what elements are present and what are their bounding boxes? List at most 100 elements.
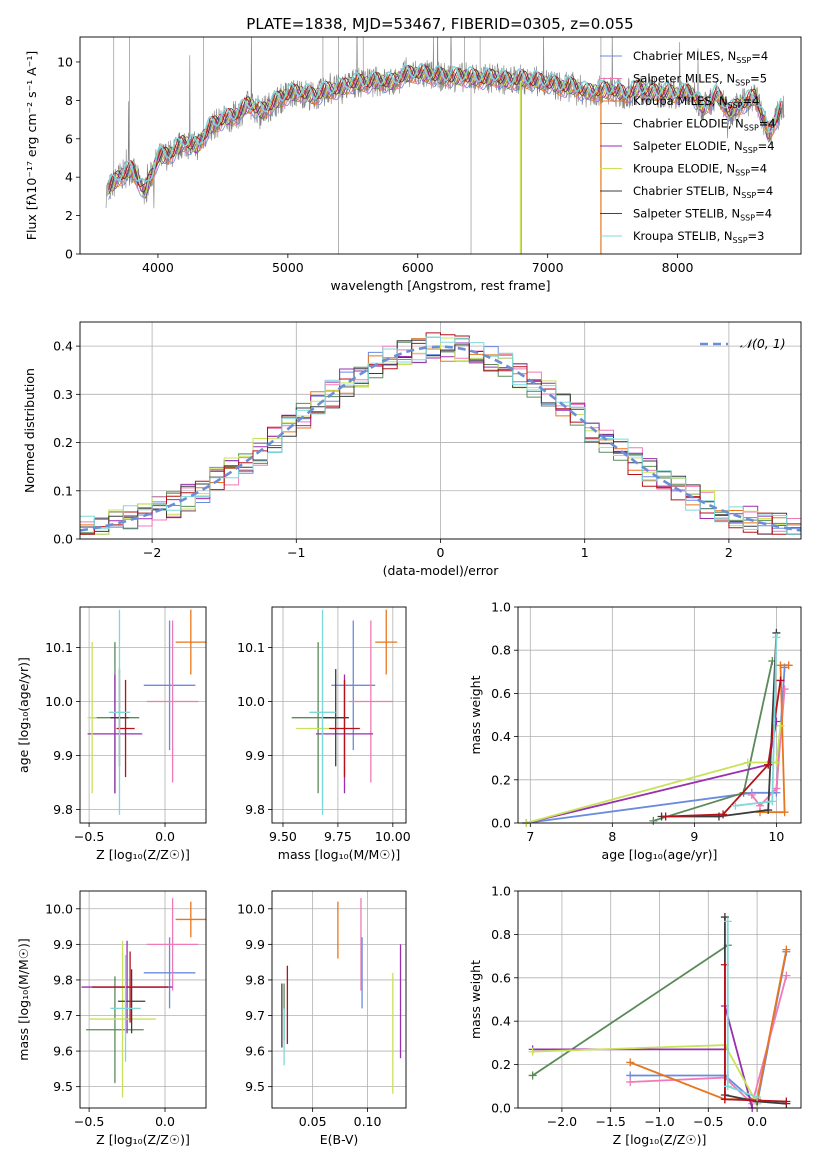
x-tick-label: −1.5 xyxy=(596,1114,626,1129)
y-tick-label: 2 xyxy=(65,208,73,223)
x-axis-label: age [log₁₀(age/yr)] xyxy=(602,847,718,862)
panel-residuals: −2 −1 0 1 2 0.0 0.1 0.2 0.3 0.4 (data-model)/error… xyxy=(22,321,802,578)
x-tick-label: 7 xyxy=(526,829,534,844)
y-tick-label: 9.5 xyxy=(53,1079,73,1094)
y-tick-label: 10.0 xyxy=(45,901,73,916)
panel-mass-EBV: 0.05 0.10 9.5 9.6 9.7 9.8 9.9 10.0 E(B-V) xyxy=(237,890,407,1147)
weight-marker xyxy=(776,676,785,685)
x-tick-label: 9 xyxy=(690,829,698,844)
plot-area-weight-age xyxy=(522,628,793,827)
x-tick-label: 6000 xyxy=(402,260,434,275)
x-tick-label: 0.05 xyxy=(299,1114,327,1129)
weight-marker xyxy=(747,790,756,799)
x-tick-label: 4000 xyxy=(142,260,174,275)
model-line-2 xyxy=(108,68,782,190)
legend-suffix: =5 xyxy=(750,72,767,86)
legend-label: Chabrier STELIB, N xyxy=(633,184,741,198)
plot-frame xyxy=(79,36,802,255)
y-tick-label: 0.0 xyxy=(491,1101,511,1116)
y-tick-label: 9.9 xyxy=(245,937,265,952)
weight-marker xyxy=(720,913,729,922)
y-tick-label: 9.8 xyxy=(245,802,265,817)
normal-distribution-curve xyxy=(80,345,801,532)
y-tick-label: 0.3 xyxy=(53,387,73,402)
histogram-step-4 xyxy=(80,342,801,535)
weight-marker xyxy=(719,810,728,819)
y-tick-label: 1.0 xyxy=(491,600,511,615)
legend-suffix: =4 xyxy=(755,207,772,221)
y-tick-label: 0.0 xyxy=(491,816,511,831)
y-tick-label: 0.4 xyxy=(491,1014,511,1029)
y-tick-label: 9.8 xyxy=(245,972,265,987)
legend-suffix: =4 xyxy=(751,49,768,63)
plot-area-age-Z xyxy=(87,609,206,815)
legend-entry: Chabrier MILES, NSSP=4 xyxy=(633,49,768,65)
plot-area-spectrum xyxy=(105,37,785,254)
x-tick-label: 0.10 xyxy=(354,1114,382,1129)
x-tick-label: 2 xyxy=(725,545,733,560)
weight-marker xyxy=(782,1097,791,1106)
panel-weight-age: 7 8 9 10 0.0 0.2 0.4 0.6 0.8 1.0 age [log₁₀(age/yr… xyxy=(468,600,802,862)
histogram-step-7 xyxy=(80,332,801,535)
y-tick-label: 9.7 xyxy=(53,1008,73,1023)
x-tick-label: 0.0 xyxy=(155,1114,175,1129)
plot-frame xyxy=(517,890,802,1109)
legend-subscript: SSP xyxy=(728,101,743,110)
legend-suffix: =3 xyxy=(748,229,765,243)
x-axis-label: (data-model)/error xyxy=(383,563,500,578)
x-tick-label: 9.50 xyxy=(269,829,297,844)
y-tick-label: 6 xyxy=(65,131,73,146)
x-tick-label: 8 xyxy=(608,829,616,844)
y-tick-label: 10.1 xyxy=(237,640,265,655)
legend-suffix: =4 xyxy=(750,162,767,176)
legend-label: Salpeter MILES, N xyxy=(633,72,735,86)
plot-area-mass-EBV xyxy=(281,898,402,1094)
x-tick-label: 7000 xyxy=(532,260,564,275)
weight-marker xyxy=(782,945,791,954)
legend-label: Kroupa ELODIE, N xyxy=(633,162,735,176)
legend-subscript: SSP xyxy=(735,79,750,88)
x-axis-label: mass [log₁₀(M/M☉)] xyxy=(278,847,400,862)
model-line-0 xyxy=(108,71,782,200)
y-tick-label: 10.0 xyxy=(237,901,265,916)
legend-subscript: SSP xyxy=(741,191,756,200)
weight-marker xyxy=(764,806,773,815)
plot-frame xyxy=(517,606,802,824)
legend-suffix: =4 xyxy=(743,94,760,108)
legend-entry: Salpeter MILES, NSSP=5 xyxy=(633,72,767,88)
legend-entry: 𝒩(0, 1) xyxy=(740,336,786,351)
plot-frame xyxy=(271,606,407,824)
plot-area-age-mass xyxy=(291,609,398,815)
y-tick-label: 9.7 xyxy=(245,1008,265,1023)
x-tick-label: 0.0 xyxy=(747,1114,767,1129)
y-tick-label: 0.6 xyxy=(491,686,511,701)
y-axis-label: age [log₁₀(age/yr)] xyxy=(16,657,31,773)
weight-series-line-5 xyxy=(525,725,782,824)
x-tick-label: 1 xyxy=(581,545,589,560)
x-axis-label: Z [log₁₀(Z/Z☉)] xyxy=(96,1132,190,1147)
x-tick-label: 9.75 xyxy=(324,829,352,844)
y-tick-label: 0 xyxy=(65,247,73,262)
x-tick-label: 0.0 xyxy=(155,829,175,844)
y-tick-label: 0.2 xyxy=(491,1057,511,1072)
panel-weight-Z: −2.0 −1.5 −1.0 −0.5 0.0 0.0 0.2 0.4 0.6 0.8 1.0 Z [… xyxy=(468,884,802,1147)
x-tick-label: −2 xyxy=(143,545,161,560)
legend-subscript: SSP xyxy=(733,236,748,245)
y-tick-label: 9.9 xyxy=(245,748,265,763)
y-tick-label: 10.1 xyxy=(45,640,73,655)
y-tick-label: 9.8 xyxy=(53,802,73,817)
y-tick-label: 4 xyxy=(65,170,73,185)
plot-area-residuals xyxy=(80,332,801,535)
weight-marker xyxy=(649,816,658,825)
y-tick-label: 0.6 xyxy=(491,970,511,985)
legend-subscript: SSP xyxy=(740,214,755,223)
legend-label: Kroupa MILES, N xyxy=(633,94,728,108)
model-line-7 xyxy=(108,64,782,190)
legend-entry: Salpeter STELIB, NSSP=4 xyxy=(633,207,772,223)
model-line-8 xyxy=(107,62,782,184)
weight-marker xyxy=(784,661,793,670)
weight-marker xyxy=(626,1077,635,1086)
weight-marker xyxy=(772,784,781,793)
y-tick-label: 0.0 xyxy=(53,532,73,547)
y-axis-label: mass weight xyxy=(468,960,483,1039)
